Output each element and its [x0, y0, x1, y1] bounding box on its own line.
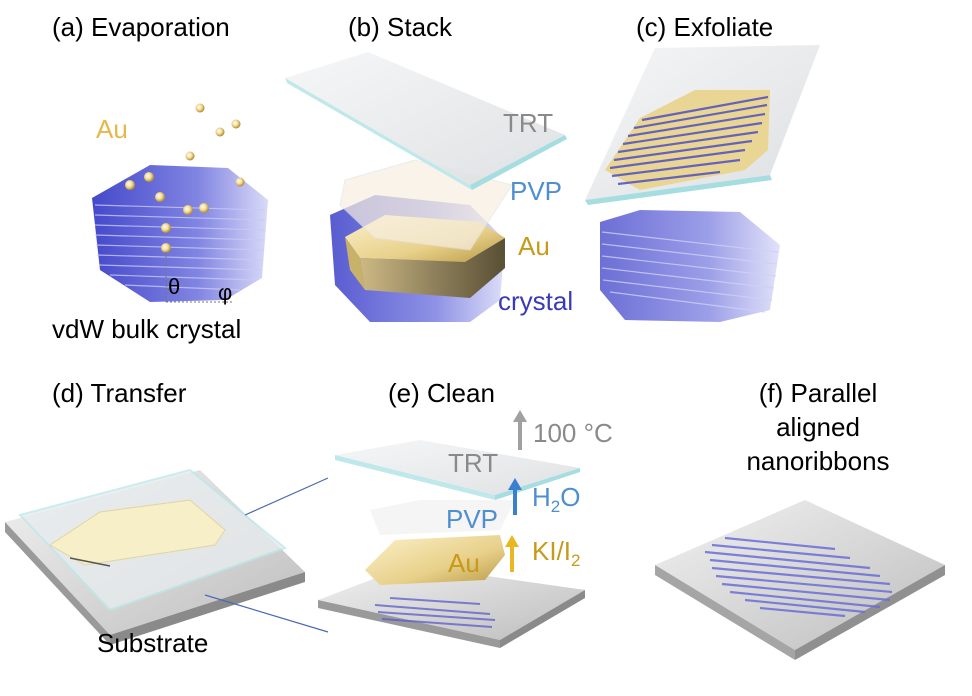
label-e-pvp: PVP [446, 504, 498, 534]
heat-arrow [513, 410, 527, 450]
panel-f-title-line3: nanoribbons [746, 446, 889, 476]
zoom-line-top [244, 477, 329, 516]
label-b-trt: TRT [503, 108, 553, 138]
panel-a-evaporation [92, 103, 268, 303]
label-b-crystal: crystal [498, 286, 573, 316]
label-e-temp: 100 °C [533, 418, 613, 448]
label-d-substrate: Substrate [97, 628, 208, 658]
label-a-au: Au [96, 114, 128, 144]
exfoliate-au-ribbons [605, 90, 770, 190]
water-arrow [508, 478, 522, 515]
stack-trt-layer [285, 52, 567, 190]
label-phi: φ [218, 280, 232, 305]
label-e-au: Au [448, 548, 480, 578]
panel-e-clean [318, 410, 585, 648]
label-b-pvp: PVP [510, 176, 562, 206]
clean-au-layer [365, 535, 505, 585]
panel-e-title: (e) Clean [388, 378, 495, 408]
panel-c-exfoliate [585, 45, 820, 322]
angle-guides [165, 252, 232, 303]
label-a-crystal: vdW bulk crystal [52, 314, 241, 344]
clean-pvp-layer [370, 500, 515, 535]
panel-f-title-line2: aligned [776, 412, 860, 442]
exfoliate-crystal [600, 210, 780, 322]
panel-a-title: (a) Evaporation [52, 12, 230, 42]
zoom-line-bottom [204, 594, 329, 633]
panel-f-nanoribbons [655, 500, 945, 660]
label-e-ki: KI/I2 [532, 536, 580, 570]
label-e-trt: TRT [448, 448, 498, 478]
panel-d-title: (d) Transfer [52, 378, 187, 408]
label-theta: θ [168, 274, 180, 299]
label-e-h2o: H2O [532, 482, 580, 516]
aligned-nanoribbons [704, 536, 893, 618]
panel-f-title-line1: (f) Parallel [759, 378, 877, 408]
panel-b-stack [285, 52, 567, 322]
panel-c-title: (c) Exfoliate [636, 12, 773, 42]
clean-ribbons [374, 597, 496, 628]
transfer-au-flake [49, 499, 226, 566]
au-particles [125, 103, 245, 253]
bulk-crystal-graphic [92, 165, 268, 302]
etch-arrow [505, 535, 519, 572]
panel-b-title: (b) Stack [348, 12, 453, 42]
panel-d-transfer [5, 468, 329, 645]
label-b-au: Au [518, 231, 550, 261]
